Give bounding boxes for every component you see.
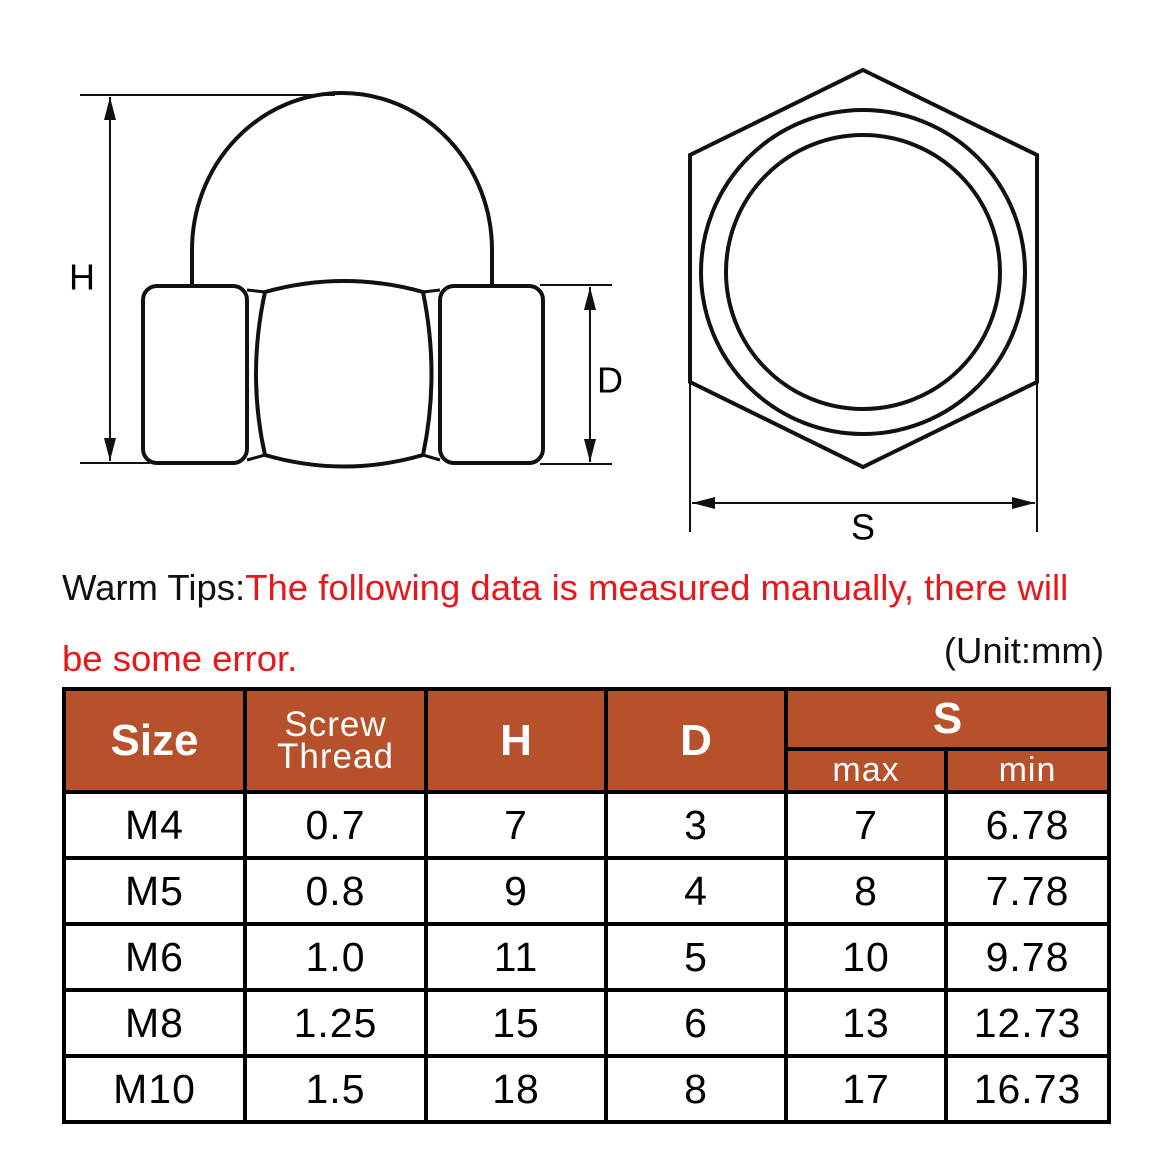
table-cell: 17: [784, 1054, 948, 1124]
table-cell: 7.78: [943, 856, 1112, 926]
table-cell: M10: [62, 1054, 247, 1124]
header-s: S: [783, 687, 1112, 751]
dome: [190, 91, 494, 284]
header-max: max: [784, 747, 948, 794]
header-min: min: [943, 747, 1112, 794]
table-cell: 8: [784, 856, 948, 926]
table-cell: 0.8: [243, 856, 428, 926]
nut-drawing: H D S: [69, 67, 1039, 548]
table-row: M8 1.25 15 6 13 12.73: [62, 988, 1112, 1058]
table-cell: 16.73: [943, 1054, 1112, 1124]
hex-flat-right: [438, 284, 545, 465]
table-cell: 10: [784, 922, 948, 992]
table-cell: 5: [604, 922, 788, 992]
outer-circle: [699, 108, 1027, 436]
table-row: M10 1.5 18 8 17 16.73: [62, 1054, 1112, 1124]
hexagon: [688, 67, 1039, 470]
table-row: M5 0.8 9 4 8 7.78: [62, 856, 1112, 926]
table-cell: 4: [604, 856, 788, 926]
inner-circle: [724, 133, 1002, 411]
table-row: M6 1.0 11 5 10 9.78: [62, 922, 1112, 992]
header-h: H: [424, 687, 608, 794]
tips-prefix: Warm Tips:: [62, 567, 246, 608]
table-cell: 7: [784, 790, 948, 860]
table-cell: 13: [784, 988, 948, 1058]
label-h: H: [69, 257, 95, 298]
table-cell: M8: [62, 988, 247, 1058]
table-cell: 3: [604, 790, 788, 860]
table-cell: 11: [424, 922, 608, 992]
table-row: M4 0.7 7 3 7 6.78: [62, 790, 1112, 860]
table-cell: 0.7: [243, 790, 428, 860]
table-cell: 18: [424, 1054, 608, 1124]
tips-text: The following data is measured manually,…: [62, 567, 1069, 679]
label-d: D: [597, 360, 623, 401]
table-cell: 6: [604, 988, 788, 1058]
header-thread: Screw Thread: [243, 687, 428, 794]
table-cell: 6.78: [943, 790, 1112, 860]
table-cell: 9: [424, 856, 608, 926]
table-cell: 12.73: [943, 988, 1112, 1058]
hex-flat-left: [141, 284, 249, 465]
table-body: M4 0.7 7 3 7 6.78 M5 0.8 9 4 8 7.78 M6 1.0 11 5 10 9.78 M8…: [62, 790, 1112, 1124]
table-cell: M5: [62, 856, 247, 926]
header-size: Size: [62, 687, 247, 794]
table-cell: M6: [62, 922, 247, 992]
table-cell: 1.5: [243, 1054, 428, 1124]
unit: (Unit:mm): [943, 630, 1104, 671]
table-cell: 7: [424, 790, 608, 860]
table-cell: M4: [62, 790, 247, 860]
label-s: S: [851, 507, 875, 548]
header-d: D: [604, 687, 788, 794]
hex-face: [254, 279, 434, 469]
table-cell: 15: [424, 988, 608, 1058]
spec-table: Size Screw Thread H D S max min M4 0.7 7 3 7…: [62, 687, 1112, 1124]
warm-tips: Warm Tips:The following data is measured…: [62, 552, 1112, 694]
hex-edge: [246, 288, 441, 462]
table-cell: 9.78: [943, 922, 1112, 992]
table-cell: 1.0: [243, 922, 428, 992]
table-cell: 1.25: [243, 988, 428, 1058]
table-cell: 8: [604, 1054, 788, 1124]
